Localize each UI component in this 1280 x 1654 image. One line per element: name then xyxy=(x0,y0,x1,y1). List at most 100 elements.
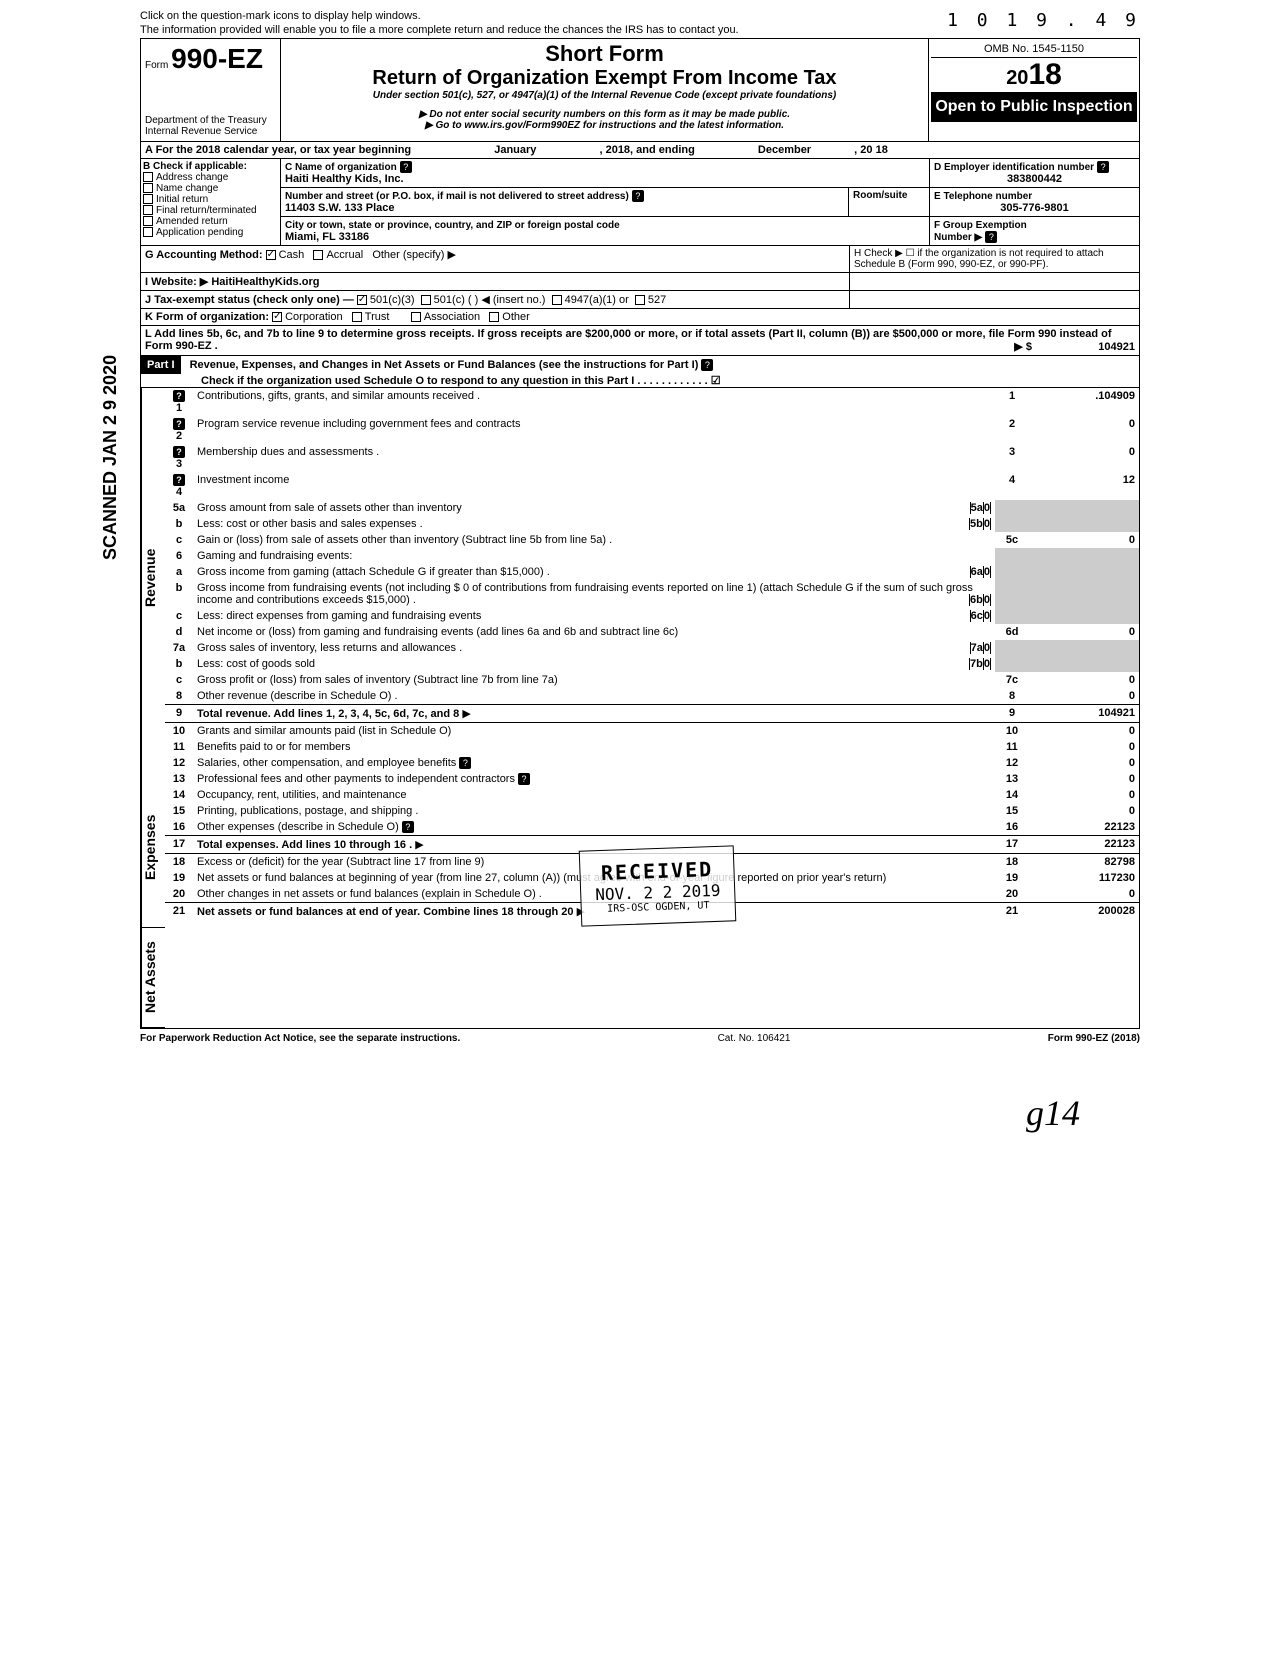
line-l-value: 104921 xyxy=(1035,341,1135,353)
chk-initial-return[interactable]: Initial return xyxy=(143,194,278,205)
street-address: 11403 S.W. 133 Place xyxy=(285,202,394,214)
chk-cash[interactable] xyxy=(266,250,276,260)
line-a-label: A For the 2018 calendar year, or tax yea… xyxy=(145,144,411,156)
mid-text: , 2018, and ending xyxy=(599,144,694,156)
line-i: I Website: ▶ HaitiHealthyKids.org xyxy=(140,273,1140,291)
section-c-name-label: C Name of organization xyxy=(285,162,397,173)
line-l-arrow: ▶ $ xyxy=(1014,341,1032,353)
help-icon[interactable]: ? xyxy=(701,359,713,371)
section-e-label: E Telephone number xyxy=(934,191,1032,202)
subtitle-3: ▶ Go to www.irs.gov/Form990EZ for instru… xyxy=(287,120,922,131)
line-8: 8Other revenue (describe in Schedule O) … xyxy=(165,688,1139,705)
net-assets-label: Net Assets xyxy=(141,928,165,1028)
chk-association[interactable] xyxy=(411,312,421,322)
section-f-label2: Number ▶ xyxy=(934,232,982,243)
footer-right: Form 990-EZ (2018) xyxy=(1048,1033,1140,1044)
line-13: 13Professional fees and other payments t… xyxy=(165,771,1139,787)
expenses-label: Expenses xyxy=(141,768,165,928)
line-j: J Tax-exempt status (check only one) — 5… xyxy=(140,291,1140,309)
line-10: 10Grants and similar amounts paid (list … xyxy=(165,723,1139,740)
year-suffix: , 20 xyxy=(854,144,872,156)
part-1-table: Revenue Expenses Net Assets ? 1Contribut… xyxy=(140,388,1140,1029)
line-11: 11Benefits paid to or for members110 xyxy=(165,739,1139,755)
opt-4947: 4947(a)(1) or xyxy=(565,294,629,306)
form-page: SCANNED JAN 2 9 2020 Click on the questi… xyxy=(140,10,1140,1044)
chk-address-change[interactable]: Address change xyxy=(143,172,278,183)
section-b-label: B Check if applicable: xyxy=(143,161,278,172)
year-prefix: 20 xyxy=(1006,67,1028,89)
page-footer: For Paperwork Reduction Act Notice, see … xyxy=(140,1033,1140,1044)
addr-label: Number and street (or P.O. box, if mail … xyxy=(285,191,629,202)
lines-table: ? 1Contributions, gifts, grants, and sim… xyxy=(165,388,1139,920)
line-5a: 5aGross amount from sale of assets other… xyxy=(165,500,1139,516)
help-icon[interactable]: ? xyxy=(400,161,412,173)
line-7c: cGross profit or (loss) from sales of in… xyxy=(165,672,1139,688)
help-icon[interactable]: ? xyxy=(1097,161,1109,173)
opt-assoc: Association xyxy=(424,311,480,323)
line-g-label: G Accounting Method: xyxy=(145,249,263,261)
line-6d: dNet income or (loss) from gaming and fu… xyxy=(165,624,1139,640)
line-7a: 7aGross sales of inventory, less returns… xyxy=(165,640,1139,656)
form-word: Form xyxy=(145,60,168,71)
line-9: 9Total revenue. Add lines 1, 2, 3, 4, 5c… xyxy=(165,705,1139,723)
end-month: December xyxy=(758,144,811,156)
chk-other-org[interactable] xyxy=(489,312,499,322)
accrual-label: Accrual xyxy=(326,249,363,261)
line-h: H Check ▶ ☐ if the organization is not r… xyxy=(849,246,1139,272)
line-1: ? 1Contributions, gifts, grants, and sim… xyxy=(165,388,1139,416)
section-f-label: F Group Exemption xyxy=(934,220,1027,231)
end-year: 18 xyxy=(876,144,888,156)
chk-trust[interactable] xyxy=(352,312,362,322)
part-1-header: Part I Revenue, Expenses, and Changes in… xyxy=(140,356,1140,388)
chk-corporation[interactable] xyxy=(272,312,282,322)
revenue-label: Revenue xyxy=(141,388,165,768)
part-1-sub: Check if the organization used Schedule … xyxy=(141,374,1139,387)
part-1-title: Revenue, Expenses, and Changes in Net As… xyxy=(184,359,699,371)
signature: g14 xyxy=(1026,1092,1080,1134)
line-16: 16Other expenses (describe in Schedule O… xyxy=(165,819,1139,836)
chk-4947[interactable] xyxy=(552,295,562,305)
chk-application-pending[interactable]: Application pending xyxy=(143,227,278,238)
chk-final-return[interactable]: Final return/terminated xyxy=(143,205,278,216)
part-1-label: Part I xyxy=(141,356,181,374)
help-icon[interactable]: ? xyxy=(985,231,997,243)
subtitle-2: ▶ Do not enter social security numbers o… xyxy=(287,109,922,120)
year-value: 18 xyxy=(1028,58,1061,91)
opt-trust: Trust xyxy=(365,311,390,323)
opt-corp: Corporation xyxy=(285,311,342,323)
help-icon[interactable]: ? xyxy=(632,190,644,202)
org-info-block: B Check if applicable: Address change Na… xyxy=(140,159,1140,246)
chk-accrual[interactable] xyxy=(313,250,323,260)
website-value: HaitiHealthyKids.org xyxy=(211,276,319,288)
begin-month: January xyxy=(494,144,536,156)
chk-501c3[interactable] xyxy=(357,295,367,305)
chk-501c[interactable] xyxy=(421,295,431,305)
line-6: 6Gaming and fundraising events: xyxy=(165,548,1139,564)
help-icon[interactable]: ? xyxy=(459,757,471,769)
line-l-text: L Add lines 5b, 6c, and 7b to line 9 to … xyxy=(145,328,1112,352)
omb-number: OMB No. 1545-1150 xyxy=(931,41,1137,58)
footer-mid: Cat. No. 106421 xyxy=(718,1033,791,1044)
other-label: Other (specify) ▶ xyxy=(372,249,456,261)
chk-527[interactable] xyxy=(635,295,645,305)
line-3: ? 3Membership dues and assessments .30 xyxy=(165,444,1139,472)
scanned-stamp: SCANNED JAN 2 9 2020 xyxy=(100,355,121,560)
form-header: Form 990-EZ Department of the Treasury I… xyxy=(140,38,1140,142)
form-number: 990-EZ xyxy=(171,43,263,74)
phone-value: 305-776-9801 xyxy=(934,202,1135,214)
line-6a: aGross income from gaming (attach Schedu… xyxy=(165,564,1139,580)
line-l: L Add lines 5b, 6c, and 7b to line 9 to … xyxy=(140,326,1140,356)
line-2: ? 2Program service revenue including gov… xyxy=(165,416,1139,444)
opt-other: Other xyxy=(502,311,530,323)
opt-501c-suffix: ) ◀ (insert no.) xyxy=(475,294,546,306)
received-stamp: RECEIVED NOV. 2 2 2019 IRS-OSC OGDEN, UT xyxy=(579,845,737,926)
opt-501c3: 501(c)(3) xyxy=(370,294,415,306)
line-15: 15Printing, publications, postage, and s… xyxy=(165,803,1139,819)
help-icon[interactable]: ? xyxy=(518,773,530,785)
help-icon[interactable]: ? xyxy=(402,821,414,833)
line-6c: cLess: direct expenses from gaming and f… xyxy=(165,608,1139,624)
short-form-label: Short Form xyxy=(287,41,922,67)
line-k-label: K Form of organization: xyxy=(145,311,269,323)
chk-amended-return[interactable]: Amended return xyxy=(143,216,278,227)
chk-name-change[interactable]: Name change xyxy=(143,183,278,194)
